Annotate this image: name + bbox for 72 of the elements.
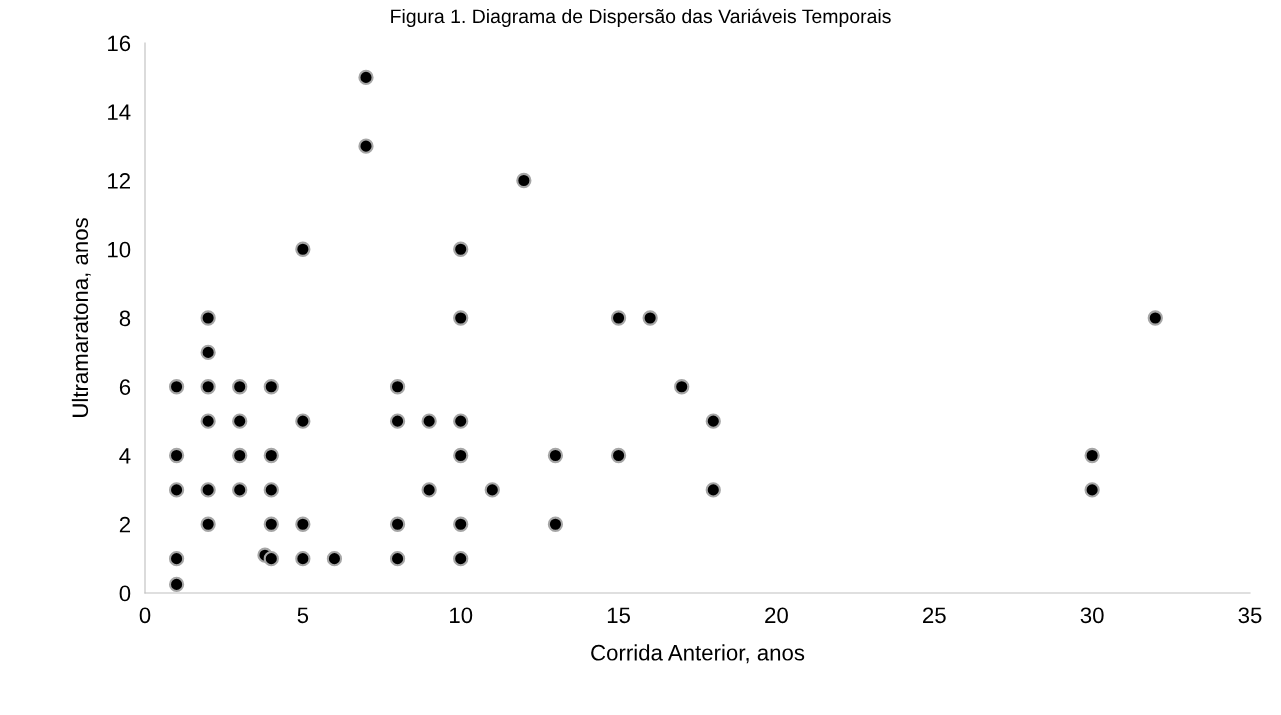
- point: [453, 310, 469, 326]
- point: [516, 172, 532, 189]
- point: [1084, 447, 1100, 464]
- point: [484, 482, 500, 498]
- point: [263, 482, 279, 498]
- point: [1147, 310, 1163, 326]
- y-tick-label: 10: [108, 241, 131, 258]
- x-tick-label: 25: [923, 607, 946, 624]
- point: [168, 551, 185, 567]
- point: [295, 516, 311, 532]
- point: [389, 551, 406, 567]
- point: [200, 379, 216, 395]
- y-tick-label: 16: [108, 35, 131, 52]
- point: [705, 482, 721, 498]
- point: [263, 516, 279, 532]
- point: [389, 413, 406, 429]
- point: [453, 551, 469, 567]
- point: [547, 447, 564, 464]
- point: [295, 413, 311, 429]
- point: [674, 379, 690, 395]
- point: [642, 310, 658, 326]
- chart-title: Figura 1. Diagrama de Dispersão das Variáveis Temporais: [391, 8, 891, 28]
- point: [421, 482, 437, 498]
- point: [200, 344, 216, 360]
- y-tick-label: 2: [119, 516, 130, 533]
- point: [168, 447, 185, 464]
- point: [453, 413, 469, 429]
- y-tick-label: 0: [119, 585, 131, 602]
- y-tick-label: 4: [119, 448, 131, 464]
- x-tick-label: 0: [139, 607, 151, 624]
- point: [200, 516, 216, 532]
- point: [358, 138, 374, 154]
- point: [295, 241, 311, 257]
- y-tick-label: 12: [108, 173, 130, 189]
- point: [421, 413, 437, 429]
- point: [168, 482, 185, 498]
- point: [453, 241, 469, 257]
- point: [610, 447, 627, 464]
- x-tick-label: 35: [1238, 607, 1262, 624]
- point: [232, 379, 248, 395]
- point: [389, 516, 406, 532]
- point: [200, 482, 216, 498]
- point: [610, 310, 627, 326]
- point: [389, 379, 406, 395]
- point: [263, 551, 279, 567]
- x-tick-label: 30: [1080, 607, 1104, 624]
- y-tick-label: 8: [119, 310, 131, 327]
- x-tick-label: 20: [765, 607, 788, 624]
- point: [263, 379, 279, 395]
- y-axis-title: Ultramaratona, anos: [71, 218, 91, 417]
- x-tick-label: 5: [297, 607, 309, 624]
- point: [232, 413, 248, 429]
- x-axis-title: Corrida Anterior, anos: [591, 644, 805, 664]
- point: [263, 447, 279, 464]
- point: [547, 516, 564, 532]
- y-tick-label: 14: [108, 104, 131, 120]
- y-tick-label: 6: [119, 379, 131, 396]
- point: [453, 447, 469, 464]
- point: [232, 482, 248, 498]
- point: [168, 576, 185, 593]
- x-tick-label: 15: [607, 607, 630, 624]
- x-tick-label: 10: [450, 607, 473, 624]
- point: [232, 447, 248, 464]
- point: [326, 551, 343, 567]
- point: [200, 310, 216, 326]
- point: [705, 413, 721, 429]
- point: [295, 551, 311, 567]
- point: [200, 413, 216, 429]
- point: [453, 516, 469, 532]
- point: [168, 379, 185, 395]
- point: [358, 69, 374, 85]
- point: [1084, 482, 1100, 498]
